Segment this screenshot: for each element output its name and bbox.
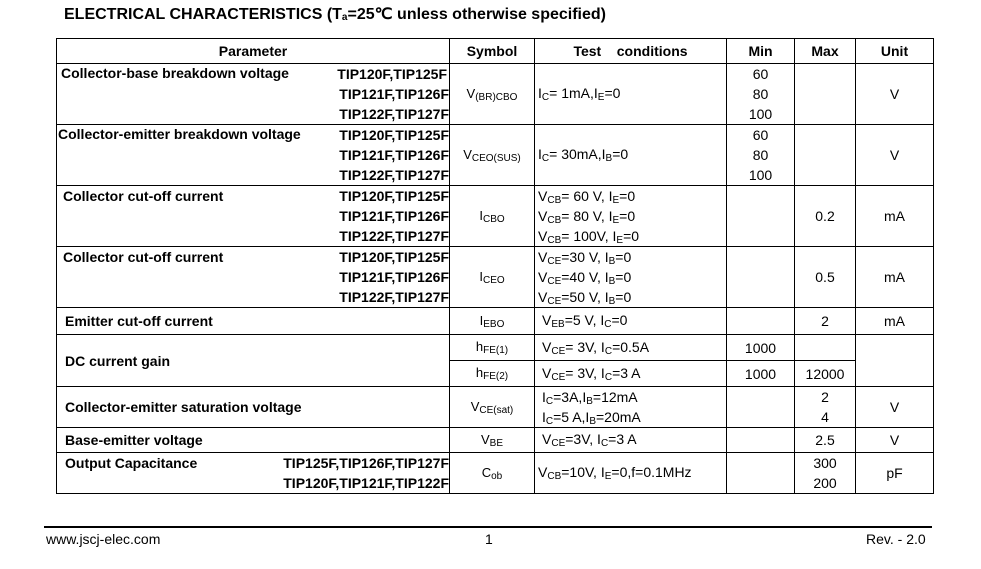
max-cell: 12000 xyxy=(794,360,856,387)
parameter-name: DC current gain xyxy=(65,352,171,369)
symbol-cell: VBE xyxy=(449,427,535,453)
symbol-cell: hFE(1) xyxy=(449,334,535,361)
max-cell xyxy=(794,334,856,361)
parameter-name: Collector-base breakdown voltage xyxy=(61,65,289,81)
min-cell: 60 80 100 xyxy=(726,63,795,125)
unit-cell: mA xyxy=(855,307,934,335)
conditions-cell: VCE= 3V, IC=3 A xyxy=(534,360,727,387)
unit-cell xyxy=(855,334,934,387)
parameter-cell: Collector-emitter breakdown voltage TIP1… xyxy=(56,124,450,186)
conditions-cell: VCE= 3V, IC=0.5A xyxy=(534,334,727,361)
conditions-cell: VEB=5 V, IC=0 xyxy=(534,307,727,335)
max-cell xyxy=(794,124,856,186)
part-numbers: TIP120F,TIP125F TIP121F,TIP126F TIP122F,TI… xyxy=(337,66,449,122)
table-row: DC current gain hFE(1) VCE= 3V, IC=0.5A … xyxy=(56,334,934,387)
max-cell: 2.5 xyxy=(794,427,856,453)
part-numbers: TIP125F,TIP126F,TIP127F TIP120F,TIP121F,T… xyxy=(283,455,449,491)
symbol-cell: VCEO(SUS) xyxy=(449,124,535,186)
conditions-cell: VCB=10V, IE=0,f=0.1MHz xyxy=(534,452,727,494)
parameter-name: Collector cut-off current xyxy=(63,249,224,265)
table-row: hFE(2) VCE= 3V, IC=3 A 1000 12000 xyxy=(57,360,934,387)
min-cell: 1000 xyxy=(726,334,795,361)
parameter-cell: Collector-emitter saturation voltage xyxy=(56,386,450,428)
min-cell xyxy=(726,246,795,308)
page-number: 1 xyxy=(485,531,493,547)
table-row: Emitter cut-off current IEBO VEB=5 V, IC… xyxy=(56,307,934,335)
page-title: ELECTRICAL CHARACTERISTICS (Ta=25℃ unles… xyxy=(64,6,606,23)
table-row: Collector-emitter saturation voltage VCE… xyxy=(56,386,934,428)
table-row: Collector cut-off current TIP120F,TIP125… xyxy=(56,246,934,308)
symbol-cell: Cob xyxy=(449,452,535,494)
unit-cell: V xyxy=(855,386,934,428)
header-parameter: Parameter xyxy=(56,38,450,64)
parameter-cell: Emitter cut-off current xyxy=(56,307,450,335)
min-cell: 60 80 100 xyxy=(726,124,795,186)
min-cell xyxy=(726,386,795,428)
conditions-cell: VCE=3V, IC=3 A xyxy=(534,427,727,453)
unit-cell: pF xyxy=(855,452,934,494)
symbol-cell: hFE(2) xyxy=(449,360,535,387)
part-numbers: TIP120F,TIP125F TIP121F,TIP126F TIP122F,TI… xyxy=(339,127,449,183)
unit-cell: V xyxy=(855,427,934,453)
footer-divider xyxy=(44,526,932,528)
header-conditions: Test conditions xyxy=(534,38,727,64)
parameter-cell: DC current gain xyxy=(56,334,450,387)
symbol-cell: ICBO xyxy=(449,185,535,247)
parameter-cell: Base-emitter voltage xyxy=(56,427,450,453)
parameter-cell: Collector cut-off current TIP120F,TIP125… xyxy=(56,246,450,308)
max-cell: 0.5 xyxy=(794,246,856,308)
table-row: Collector-emitter breakdown voltage TIP1… xyxy=(56,124,934,186)
table-row: Base-emitter voltage VBE VCE=3V, IC=3 A … xyxy=(56,427,934,453)
parameter-name: Collector-emitter breakdown voltage xyxy=(58,126,301,142)
unit-cell: V xyxy=(855,124,934,186)
part-numbers: TIP120F,TIP125F TIP121F,TIP126F TIP122F,TI… xyxy=(339,249,449,305)
header-min: Min xyxy=(726,38,795,64)
symbol-cell: ICEO xyxy=(449,246,535,308)
max-cell: 300 200 xyxy=(794,452,856,494)
max-cell xyxy=(794,63,856,125)
parameter-name: Output Capacitance xyxy=(65,455,198,471)
min-cell xyxy=(726,452,795,494)
conditions-cell: IC=3A,IB=12mA IC=5 A,IB=20mA xyxy=(534,386,727,428)
symbol-cell: VCE(sat) xyxy=(449,386,535,428)
parameter-name: Base-emitter voltage xyxy=(65,432,203,448)
table-row: Output Capacitance TIP125F,TIP126F,TIP12… xyxy=(56,452,934,494)
header-row: Parameter Symbol Test conditions Min Max… xyxy=(56,38,934,64)
header-unit: Unit xyxy=(855,38,934,64)
parameter-name: Collector-emitter saturation voltage xyxy=(65,399,302,415)
parameter-cell: Output Capacitance TIP125F,TIP126F,TIP12… xyxy=(56,452,450,494)
min-cell xyxy=(726,185,795,247)
unit-cell: mA xyxy=(855,185,934,247)
unit-cell: V xyxy=(855,63,934,125)
min-cell xyxy=(726,427,795,453)
conditions-cell: IC= 30mA,IB=0 xyxy=(534,124,727,186)
parameter-name: Collector cut-off current xyxy=(63,188,224,204)
min-cell: 1000 xyxy=(726,360,795,387)
unit-cell: mA xyxy=(855,246,934,308)
electrical-characteristics-table: Parameter Symbol Test conditions Min Max… xyxy=(56,38,934,494)
max-cell: 0.2 xyxy=(794,185,856,247)
header-symbol: Symbol xyxy=(449,38,535,64)
part-numbers: TIP120F,TIP125F TIP121F,TIP126F TIP122F,TI… xyxy=(339,188,449,244)
table-row: Collector cut-off current TIP120F,TIP125… xyxy=(56,185,934,247)
parameter-name: Emitter cut-off current xyxy=(65,313,213,329)
header-max: Max xyxy=(794,38,856,64)
revision: Rev. - 2.0 xyxy=(866,531,926,547)
conditions-cell: IC= 1mA,IE=0 xyxy=(534,63,727,125)
footer-url: www.jscj-elec.com xyxy=(46,531,161,547)
table-row: Collector-base breakdown voltage TIP120F… xyxy=(56,63,934,125)
parameter-cell: Collector cut-off current TIP120F,TIP125… xyxy=(56,185,450,247)
symbol-cell: IEBO xyxy=(449,307,535,335)
max-cell: 2 xyxy=(794,307,856,335)
min-cell xyxy=(726,307,795,335)
conditions-cell: VCE=30 V, IB=0 VCE=40 V, IB=0 VCE=50 V, … xyxy=(534,246,727,308)
symbol-cell: V(BR)CBO xyxy=(449,63,535,125)
conditions-cell: VCB= 60 V, IE=0 VCB= 80 V, IE=0 VCB= 100… xyxy=(534,185,727,247)
parameter-cell: Collector-base breakdown voltage TIP120F… xyxy=(56,63,450,125)
